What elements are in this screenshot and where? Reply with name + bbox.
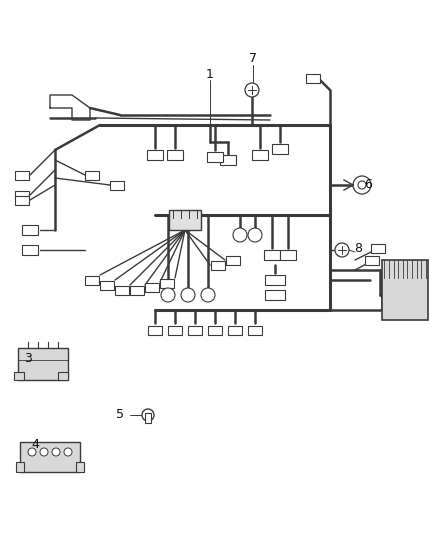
Bar [226,255,240,264]
Circle shape [201,288,215,302]
Text: 5: 5 [116,408,124,422]
Circle shape [245,83,259,97]
Bar [280,250,296,260]
Bar [220,155,236,165]
Circle shape [353,176,371,194]
Bar [147,150,163,160]
Bar [371,244,385,253]
Bar [264,250,280,260]
Bar [306,74,320,83]
Bar [208,326,222,335]
Bar [115,286,129,295]
Circle shape [28,448,36,456]
Text: 8: 8 [354,241,362,254]
Bar [265,290,285,300]
Bar [130,286,144,295]
Bar [160,279,174,287]
Text: 7: 7 [249,52,257,64]
Bar [22,245,38,255]
Text: 1: 1 [206,69,214,82]
Bar [365,255,379,264]
Bar [22,225,38,235]
Bar [211,261,225,270]
Circle shape [52,448,60,456]
Circle shape [248,228,262,242]
Circle shape [40,448,48,456]
Bar [16,462,24,472]
Bar [110,181,124,190]
Circle shape [358,181,366,189]
Bar [228,326,242,335]
Bar [169,210,201,230]
Bar [207,152,223,162]
Bar [148,326,162,335]
Bar [188,326,202,335]
Bar [15,190,29,199]
Bar [58,372,68,380]
Text: 3: 3 [24,351,32,365]
Text: 4: 4 [31,439,39,451]
Bar [145,282,159,292]
Bar [100,280,114,289]
Bar [382,260,428,320]
Circle shape [335,243,349,257]
Bar [14,372,24,380]
Bar [248,326,262,335]
Bar [15,196,29,205]
Bar [168,326,182,335]
Bar [252,150,268,160]
Bar [265,275,285,285]
Bar [76,462,84,472]
Circle shape [161,288,175,302]
Bar [85,276,99,285]
Text: 6: 6 [364,179,372,191]
Bar [15,171,29,180]
Circle shape [64,448,72,456]
Bar [272,144,288,154]
Bar [85,171,99,180]
Bar [18,348,68,380]
Bar [167,150,183,160]
Circle shape [142,409,154,421]
Bar [20,442,80,472]
Circle shape [181,288,195,302]
Bar [145,413,151,423]
Circle shape [233,228,247,242]
